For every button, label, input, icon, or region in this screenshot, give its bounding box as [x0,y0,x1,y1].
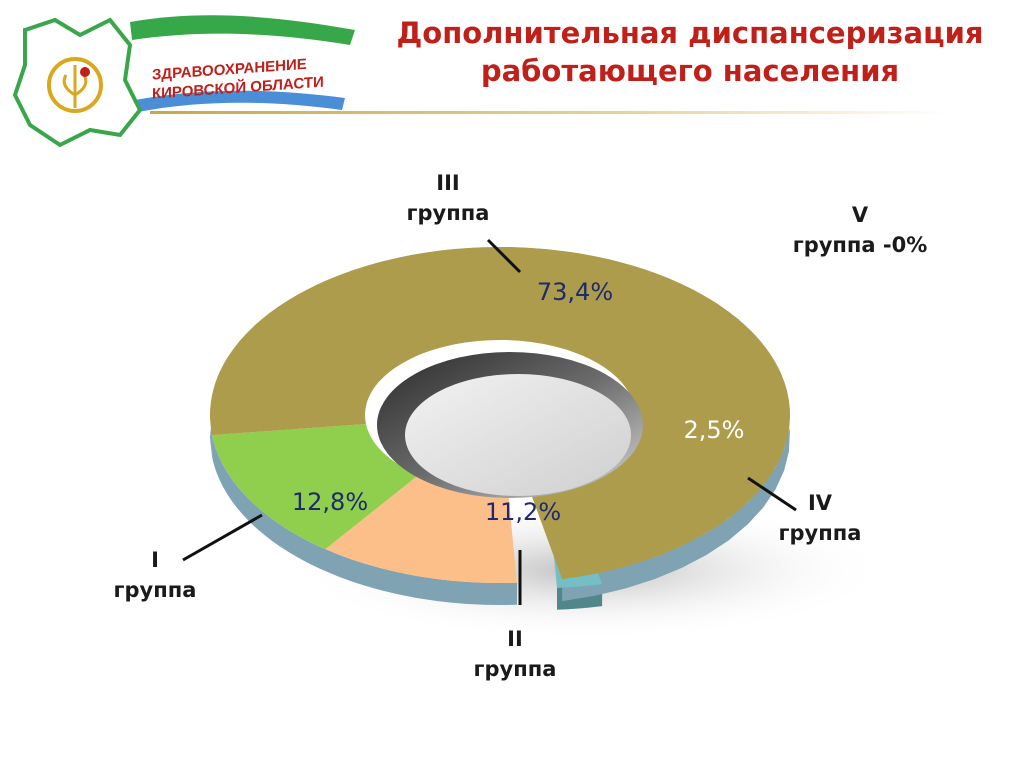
slice-label-group1: I группа [95,545,215,605]
slice-top-3 [209,246,791,580]
slice-wall-1 [212,435,326,572]
value-label-group4: 2,5% [684,416,745,444]
logo-ribbon-white [130,24,340,100]
leader-line-group3 [486,238,522,274]
slice-label-group1-line1: I [151,548,159,572]
logo: ЗДРАВООХРАНЕНИЕ КИРОВСКОЙ ОБЛАСТИ [0,0,380,150]
header-divider [150,111,950,114]
slice-wall-2 [325,549,518,605]
logo-ribbon-blue [135,90,345,112]
title-line2: работающего населения [480,54,900,88]
slice-label-group5: V группа -0% [760,200,960,260]
slice-label-group5-line2: группа -0% [792,233,928,257]
title-line1: Дополнительная диспансеризация [396,16,984,50]
slice-label-group4-line1: IV [807,491,833,515]
slice-label-group1-line2: группа [113,578,197,602]
slice-label-group4: IV группа [760,488,880,548]
slice-label-group2-line2: группа [473,657,557,681]
donut-hole-top [405,374,631,496]
caduceus-icon [62,65,88,108]
value-label-group1: 12,8% [292,488,368,516]
slice-top-1 [212,423,419,550]
emblem-figure-head [80,67,90,77]
value-label-group3: 73,4% [537,278,613,306]
slice-label-group5-line1: V [851,203,869,227]
logo-ribbon-green [130,15,355,45]
leader-line-group1 [182,513,263,562]
slice-label-group3-line1: III [436,171,460,195]
page-title: Дополнительная диспансеризация работающе… [360,14,1020,90]
leader-line-group4 [747,476,797,512]
slice-label-group2-line1: II [507,627,523,651]
slice-label-group4-line2: группа [778,521,862,545]
slice-label-group3: III группа [388,168,508,228]
slice-label-group3-line2: группа [406,201,490,225]
slice-top-2 [325,474,518,584]
value-label-group2: 11,2% [485,498,561,526]
logo-graphic [12,15,355,148]
slice-label-group2: II группа [455,624,575,684]
